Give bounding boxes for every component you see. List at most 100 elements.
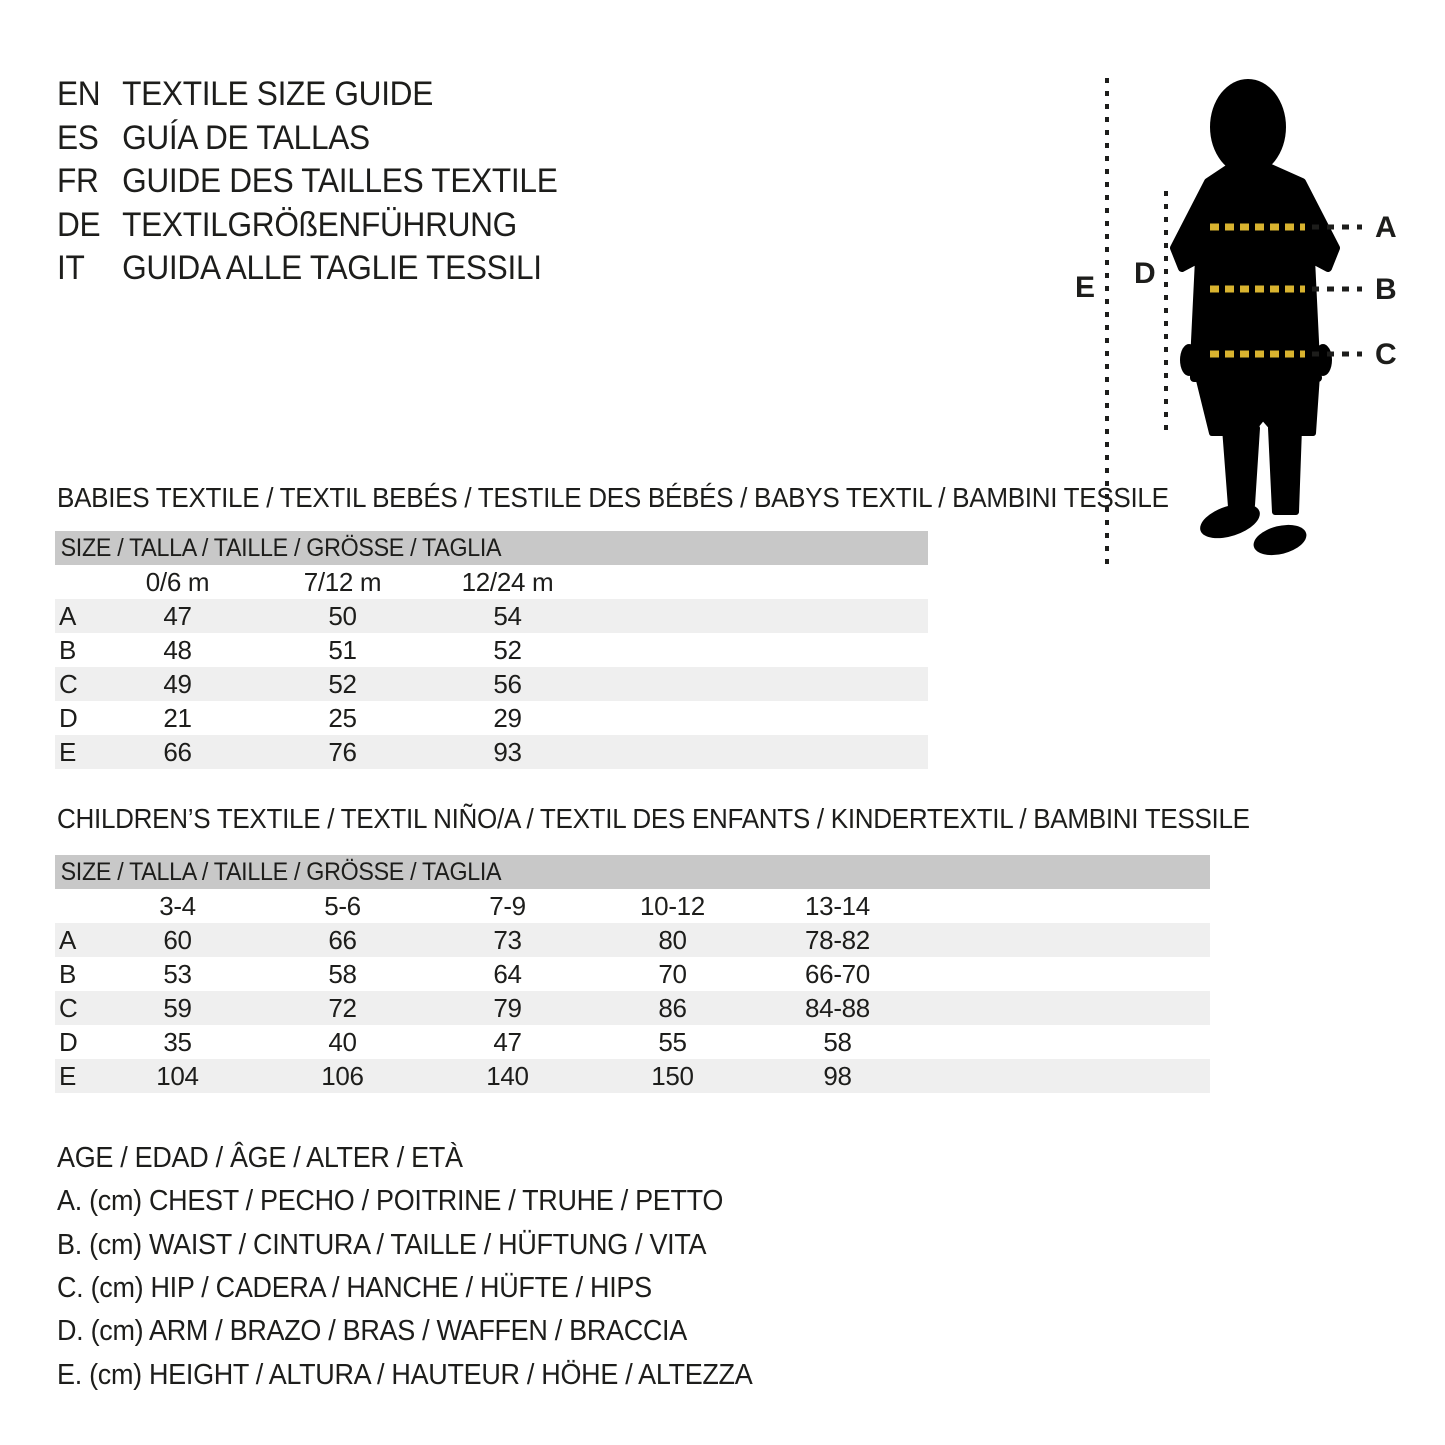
size-cell: 58 xyxy=(823,1026,852,1057)
lang-code: IT xyxy=(57,249,85,288)
table-row: A 60 66 73 80 78-82 xyxy=(55,923,1210,957)
table-row: E 104 106 140 150 98 xyxy=(55,1059,1210,1093)
waist-label: B xyxy=(1375,273,1396,306)
size-cell: 70 xyxy=(658,958,687,989)
size-cell: 25 xyxy=(328,702,357,733)
row-label: C xyxy=(59,668,78,699)
size-cell: 56 xyxy=(493,668,522,699)
babies-size-table: SIZE / TALLA / TAILLE / GRÖSSE / TAGLIA … xyxy=(55,531,928,769)
column-label: 7-9 xyxy=(489,890,526,921)
babies-section-title: BABIES TEXTILE / TEXTIL BEBÉS / TESTILE … xyxy=(57,482,1169,513)
size-cell: 21 xyxy=(163,702,192,733)
guide-title: TEXTILE SIZE GUIDE xyxy=(122,75,434,114)
size-cell: 40 xyxy=(328,1026,357,1057)
row-label: E xyxy=(59,1060,77,1091)
table-header-label: SIZE / TALLA / TAILLE / GRÖSSE / TAGLIA xyxy=(60,857,502,886)
size-cell: 58 xyxy=(328,958,357,989)
size-cell: 60 xyxy=(163,924,192,955)
guide-title: GUIDA ALLE TAGLIE TESSILI xyxy=(122,249,542,288)
lang-code: FR xyxy=(57,162,99,201)
table-row: C 59 72 79 86 84-88 xyxy=(55,991,1210,1025)
size-cell: 150 xyxy=(651,1060,694,1091)
guide-title: GUIDE DES TAILLES TEXTILE xyxy=(122,162,558,201)
guide-title: GUÍA DE TALLAS xyxy=(122,118,370,157)
size-cell: 98 xyxy=(823,1060,852,1091)
size-cell: 106 xyxy=(321,1060,364,1091)
table-row: A 47 50 54 xyxy=(55,599,928,633)
table-row: E 66 76 93 xyxy=(55,735,928,769)
language-title-block: EN TEXTILE SIZE GUIDE ES GUÍA DE TALLAS … xyxy=(57,73,595,291)
row-label: C xyxy=(59,992,78,1023)
table-header-label: SIZE / TALLA / TAILLE / GRÖSSE / TAGLIA xyxy=(60,533,502,562)
column-label: 3-4 xyxy=(159,890,196,921)
table-row: B 48 51 52 xyxy=(55,633,928,667)
size-cell: 55 xyxy=(658,1026,687,1057)
column-label: 13-14 xyxy=(805,890,870,921)
child-silhouette-figure: A B C D E xyxy=(1075,78,1397,565)
title-line-en: EN TEXTILE SIZE GUIDE xyxy=(57,73,557,117)
row-label: E xyxy=(59,736,77,767)
lang-code: ES xyxy=(57,118,99,157)
table-row: B 53 58 64 70 66-70 xyxy=(55,957,1210,991)
table-row: D 35 40 47 55 58 xyxy=(55,1025,1210,1059)
arm-label: D xyxy=(1134,257,1155,290)
column-label-row: 0/6 m 7/12 m 12/24 m xyxy=(55,565,928,599)
children-section-title: CHILDREN’S TEXTILE / TEXTIL NIÑO/A / TEX… xyxy=(57,803,1250,834)
column-label: 5-6 xyxy=(324,890,361,921)
row-label: A xyxy=(59,600,77,631)
legend-age: AGE / EDAD / ÂGE / ALTER / ETÀ xyxy=(57,1142,463,1175)
column-label: 7/12 m xyxy=(303,566,382,597)
row-label: D xyxy=(59,702,78,733)
legend-chest: A. (cm) CHEST / PECHO / POITRINE / TRUHE… xyxy=(57,1185,724,1218)
title-line-fr: FR GUIDE DES TAILLES TEXTILE xyxy=(57,160,558,204)
size-cell: 29 xyxy=(493,702,522,733)
size-cell: 53 xyxy=(163,958,192,989)
title-line-es: ES GUÍA DE TALLAS xyxy=(57,117,557,161)
legend-arm: D. (cm) ARM / BRAZO / BRAS / WAFFEN / BR… xyxy=(57,1315,687,1348)
size-cell: 93 xyxy=(493,736,522,767)
row-label: B xyxy=(59,958,77,989)
column-label: 12/24 m xyxy=(461,566,554,597)
chest-label: A xyxy=(1375,211,1396,244)
size-cell: 50 xyxy=(328,600,357,631)
table-body: 3-4 5-6 7-9 10-12 13-14 A 60 66 73 80 78-82 B 53 58 64… xyxy=(55,889,1210,1093)
lang-code: EN xyxy=(57,75,101,114)
height-label: E xyxy=(1075,271,1095,304)
column-label: 0/6 m xyxy=(145,566,210,597)
table-header-bar: SIZE / TALLA / TAILLE / GRÖSSE / TAGLIA xyxy=(55,855,1210,889)
size-cell: 35 xyxy=(163,1026,192,1057)
size-cell: 104 xyxy=(156,1060,199,1091)
size-cell: 84-88 xyxy=(805,992,870,1023)
lang-code: DE xyxy=(57,205,101,244)
size-cell: 79 xyxy=(493,992,522,1023)
size-cell: 66 xyxy=(328,924,357,955)
size-cell: 52 xyxy=(328,668,357,699)
size-cell: 47 xyxy=(163,600,192,631)
legend-height: E. (cm) HEIGHT / ALTURA / HAUTEUR / HÖHE… xyxy=(57,1358,753,1391)
size-cell: 49 xyxy=(163,668,192,699)
size-cell: 54 xyxy=(493,600,522,631)
row-label: B xyxy=(59,634,77,665)
size-cell: 80 xyxy=(658,924,687,955)
children-size-table: SIZE / TALLA / TAILLE / GRÖSSE / TAGLIA … xyxy=(55,855,1210,1093)
size-cell: 72 xyxy=(328,992,357,1023)
title-line-de: DE TEXTILGRÖßENFÜHRUNG xyxy=(57,204,557,248)
hip-label: C xyxy=(1375,338,1396,371)
size-cell: 76 xyxy=(328,736,357,767)
title-line-it: IT GUIDA ALLE TAGLIE TESSILI xyxy=(57,247,557,291)
child-silhouette xyxy=(1170,79,1340,556)
size-cell: 48 xyxy=(163,634,192,665)
size-cell: 140 xyxy=(486,1060,529,1091)
size-cell: 73 xyxy=(493,924,522,955)
size-cell: 64 xyxy=(493,958,522,989)
size-cell: 66-70 xyxy=(805,958,870,989)
legend-hip: C. (cm) HIP / CADERA / HANCHE / HÜFTE / … xyxy=(57,1272,652,1305)
row-label: A xyxy=(59,924,77,955)
table-body: 0/6 m 7/12 m 12/24 m A 47 50 54 B 48 51 52 C 49 52 56 D… xyxy=(55,565,928,769)
table-row: C 49 52 56 xyxy=(55,667,928,701)
size-cell: 52 xyxy=(493,634,522,665)
table-header-bar: SIZE / TALLA / TAILLE / GRÖSSE / TAGLIA xyxy=(55,531,928,565)
measurement-legend: AGE / EDAD / ÂGE / ALTER / ETÀ A. (cm) C… xyxy=(57,1137,805,1397)
size-cell: 51 xyxy=(328,634,357,665)
